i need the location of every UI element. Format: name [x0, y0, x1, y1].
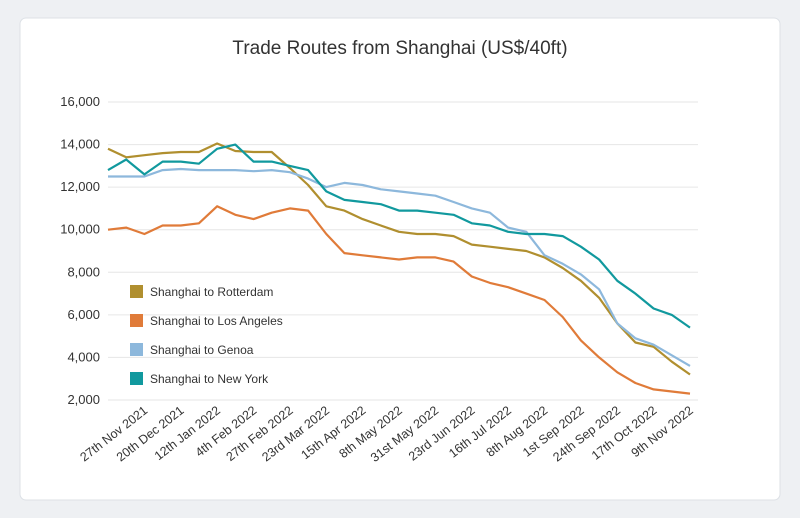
y-tick-label: 16,000 — [60, 94, 100, 109]
line-series — [107, 143, 691, 329]
y-tick-label: 12,000 — [60, 179, 100, 194]
legend-swatch — [130, 285, 143, 298]
line-series — [107, 142, 691, 376]
y-tick-label: 14,000 — [60, 137, 100, 152]
legend-label: Shanghai to New York — [150, 372, 269, 386]
chart-title: Trade Routes from Shanghai (US$/40ft) — [232, 38, 567, 59]
y-tick-label: 4,000 — [67, 349, 100, 364]
y-tick-label: 8,000 — [67, 264, 100, 279]
legend-swatch — [130, 343, 143, 356]
legend-label: Shanghai to Rotterdam — [150, 285, 273, 299]
legend-swatch — [130, 314, 143, 327]
legend-label: Shanghai to Los Angeles — [150, 314, 283, 328]
legend-swatch — [130, 372, 143, 385]
legend-label: Shanghai to Genoa — [150, 343, 254, 357]
y-tick-label: 10,000 — [60, 222, 100, 237]
y-tick-label: 2,000 — [67, 392, 100, 407]
line-series — [108, 167, 691, 367]
y-tick-label: 6,000 — [67, 307, 100, 322]
line-series — [107, 205, 691, 395]
